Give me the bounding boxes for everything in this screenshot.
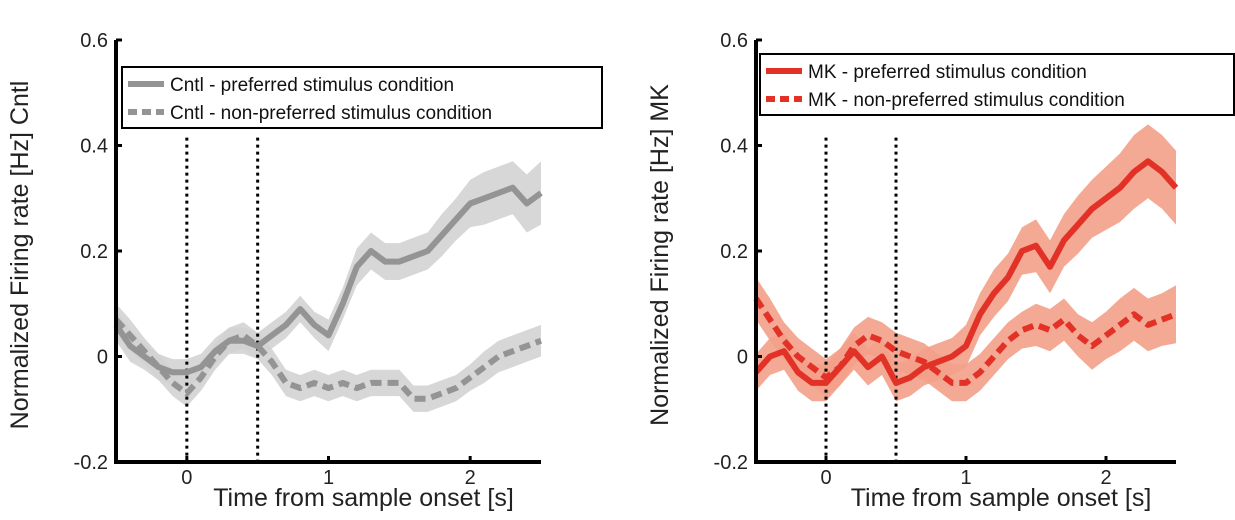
x-tick-label: 1 (323, 467, 334, 489)
y-tick-label: 0.6 (720, 30, 748, 52)
series-line-non-preferred (113, 317, 543, 402)
x-tick-label: 2 (1100, 467, 1111, 489)
legend-box (121, 66, 603, 129)
legend: MK - preferred stimulus condition MK - no… (759, 53, 1235, 116)
error-band-non-preferred (116, 303, 541, 412)
y-tick-label: 0 (737, 347, 748, 369)
y-axis-label: Normalized Firing rate [Hz] Cntl (6, 81, 34, 430)
series-line-preferred (113, 184, 543, 376)
series-line-preferred (753, 158, 1179, 386)
error-band-preferred (116, 161, 541, 386)
x-tick-label: 1 (960, 467, 971, 489)
y-tick-label: 0.4 (720, 136, 748, 158)
y-tick-label: 0.4 (80, 136, 108, 158)
legend-label: MK - non-preferred stimulus condition (808, 90, 1125, 111)
x-tick-label: 0 (820, 467, 831, 489)
legend-label: Cntl - non-preferred stimulus condition (170, 103, 492, 124)
x-axis-label: Time from sample onset [s] (851, 484, 1152, 512)
legend: Cntl - preferred stimulus condition Cntl … (121, 66, 603, 129)
error-band-non-preferred (756, 277, 1176, 402)
legend-box (759, 53, 1235, 116)
y-axis-label: Normalized Firing rate [Hz] MK (646, 84, 674, 426)
y-tick-label: 0 (97, 347, 108, 369)
series-line-non-preferred (753, 296, 1178, 386)
y-tick-label: -0.2 (74, 452, 108, 474)
legend-label: MK - preferred stimulus condition (808, 62, 1087, 83)
x-tick-label: 0 (181, 467, 192, 489)
y-tick-label: -0.2 (714, 452, 748, 474)
x-tick-label: 2 (465, 467, 476, 489)
x-axis-label: Time from sample onset [s] (213, 484, 514, 512)
y-tick-label: 0.2 (80, 241, 108, 263)
y-tick-label: 0.6 (80, 30, 108, 52)
legend-label: Cntl - preferred stimulus condition (170, 75, 454, 96)
y-tick-label: 0.2 (720, 241, 748, 263)
